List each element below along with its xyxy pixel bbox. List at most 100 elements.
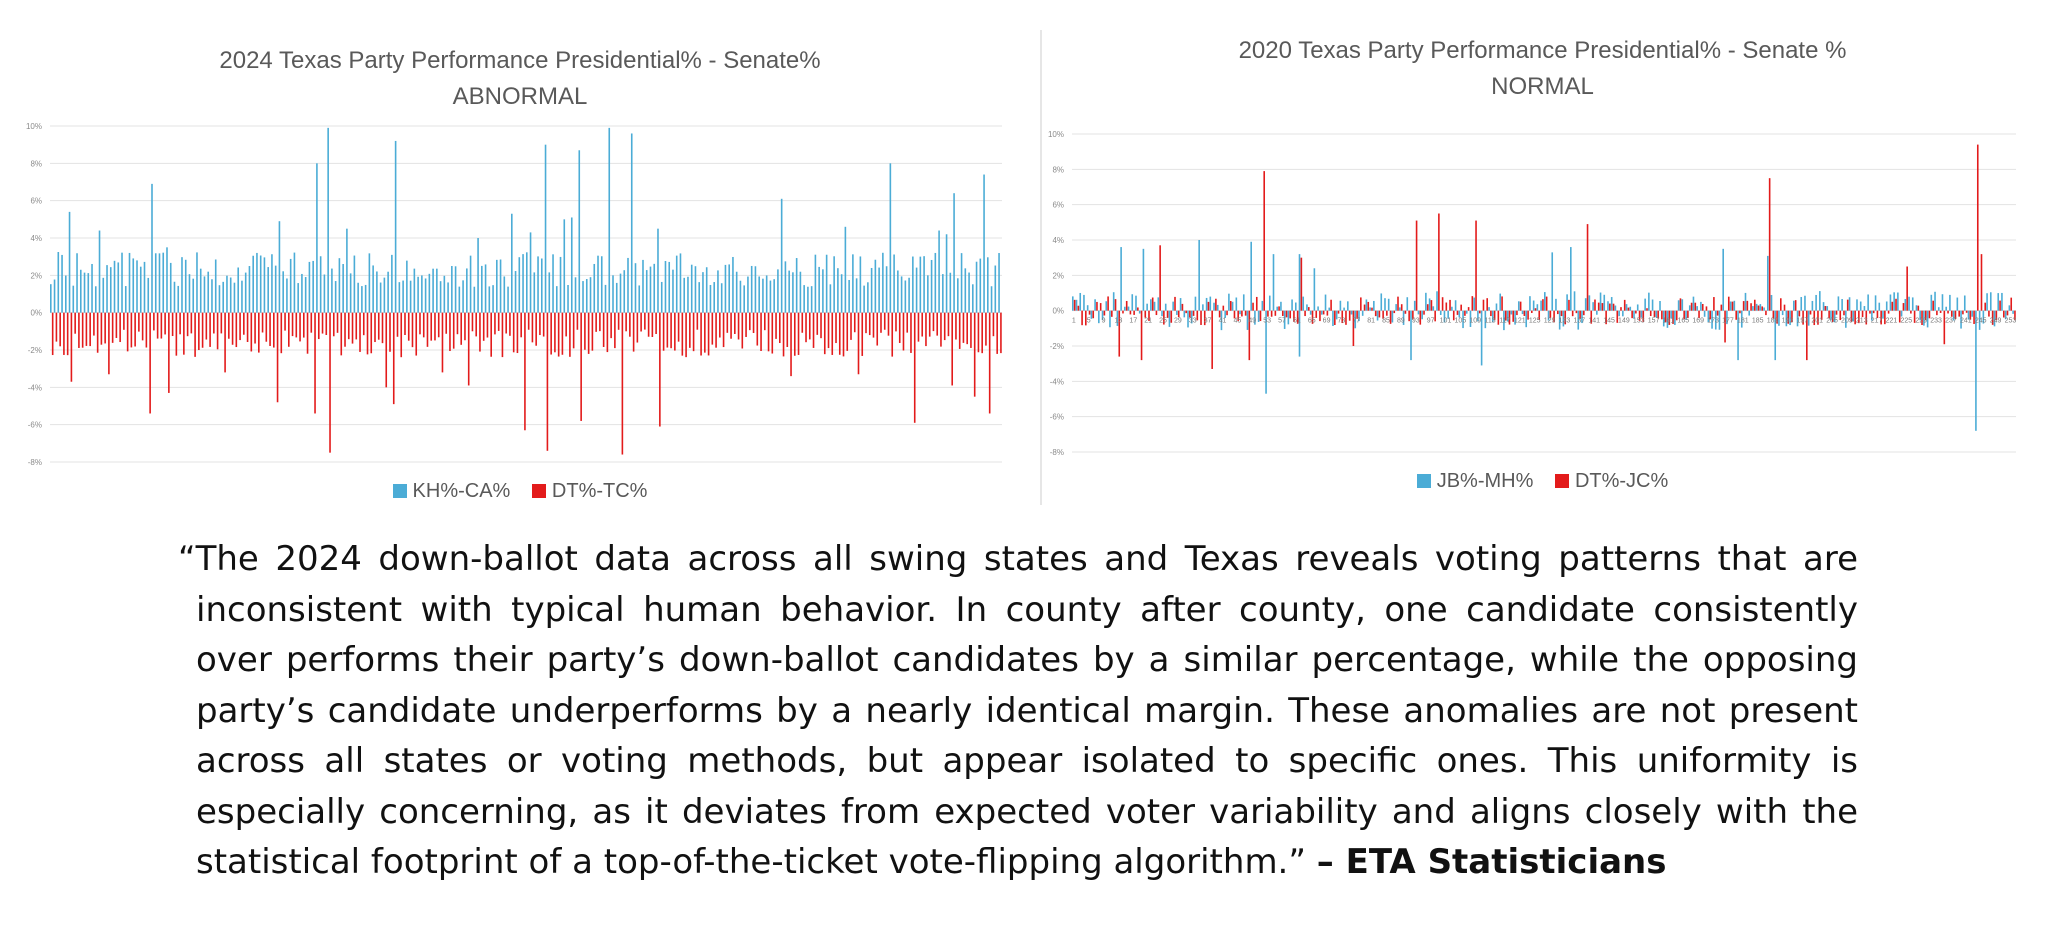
bar (1646, 308, 1648, 311)
bar (850, 312, 852, 340)
bar (203, 276, 206, 313)
bar (1335, 310, 1338, 320)
bar (934, 252, 937, 313)
bar (662, 312, 665, 351)
bar (535, 312, 537, 346)
bar (1740, 310, 1743, 328)
bar (1774, 310, 1777, 361)
bar (1729, 301, 1732, 311)
y-tick-label: 8% (1052, 165, 1064, 174)
bar (274, 265, 277, 313)
bar (666, 312, 669, 348)
bar (1674, 310, 1676, 325)
bar (1207, 301, 1210, 311)
bar (2014, 310, 2016, 321)
bar (1096, 301, 1098, 311)
bar (1395, 304, 1397, 311)
bar (1281, 310, 1284, 316)
bar (1075, 299, 1078, 311)
chart-subtitle: NORMAL (1491, 73, 1594, 100)
bar (1083, 294, 1085, 311)
bar (1510, 310, 1513, 315)
bar (243, 312, 245, 335)
bar (1233, 310, 1236, 319)
bar (372, 265, 374, 313)
y-tick-label: -4% (28, 383, 42, 392)
bar (1993, 310, 1996, 327)
quote-line: “The 2024 down-ballot data across all sw… (178, 539, 1858, 579)
bar (696, 312, 699, 330)
bar (945, 234, 948, 313)
bar (1601, 303, 1604, 311)
bar (1906, 266, 1908, 311)
bar (394, 140, 397, 313)
bar (2001, 292, 2003, 311)
bar (1551, 252, 1554, 311)
bar (958, 312, 961, 349)
bar (734, 312, 736, 334)
bar (1973, 310, 1975, 324)
bar (698, 282, 701, 313)
bar (119, 312, 121, 343)
bar (1560, 310, 1563, 317)
bar (422, 312, 425, 338)
bar (1783, 304, 1786, 311)
bar (302, 312, 305, 338)
bar (857, 312, 860, 375)
bar (1700, 301, 1702, 311)
bar (608, 127, 611, 313)
y-tick-label: 0% (1052, 307, 1064, 316)
bar (1664, 310, 1667, 323)
x-tick-label: 109 (1469, 318, 1481, 325)
bar (1694, 302, 1697, 311)
bar (1402, 310, 1405, 325)
bar (788, 270, 790, 313)
bar (123, 312, 125, 330)
x-tick-label: 193 (1782, 318, 1794, 325)
bar (479, 312, 481, 352)
bar (222, 281, 225, 313)
bar (709, 284, 712, 313)
bar (1571, 310, 1574, 317)
bar (975, 261, 978, 313)
bar (675, 255, 678, 313)
bar (434, 312, 436, 341)
x-tick-label: 237 (1945, 318, 1957, 325)
bar (829, 284, 832, 313)
bar (1140, 310, 1143, 361)
bar (1447, 310, 1449, 319)
bar (1701, 303, 1704, 311)
bar (1759, 304, 1762, 311)
bar (1908, 296, 1910, 311)
bar (1473, 297, 1475, 311)
bar (1365, 299, 1368, 311)
bar (317, 312, 320, 340)
bar (1837, 296, 1840, 311)
bar (1098, 310, 1100, 324)
bar (1642, 310, 1645, 322)
bar (670, 312, 672, 349)
legend-swatch-blue (1416, 474, 1431, 488)
bar (878, 267, 880, 313)
x-tick-label: 81 (1367, 318, 1375, 325)
bar (1111, 310, 1113, 317)
bar (855, 278, 858, 313)
bar (1724, 310, 1726, 343)
bar (1848, 297, 1851, 311)
bar (790, 312, 792, 377)
bar (1547, 310, 1550, 321)
bar (1889, 294, 1892, 311)
bar (295, 312, 298, 338)
bar (1246, 310, 1249, 330)
bar (702, 272, 704, 313)
bar (1687, 310, 1689, 319)
bar (1490, 310, 1492, 317)
bar (1997, 293, 2000, 311)
bar (481, 265, 483, 313)
bar (1497, 310, 1500, 325)
bar (436, 268, 438, 313)
bar (1367, 301, 1370, 311)
bar (1129, 310, 1132, 315)
bar (644, 312, 646, 330)
bar (516, 312, 519, 354)
